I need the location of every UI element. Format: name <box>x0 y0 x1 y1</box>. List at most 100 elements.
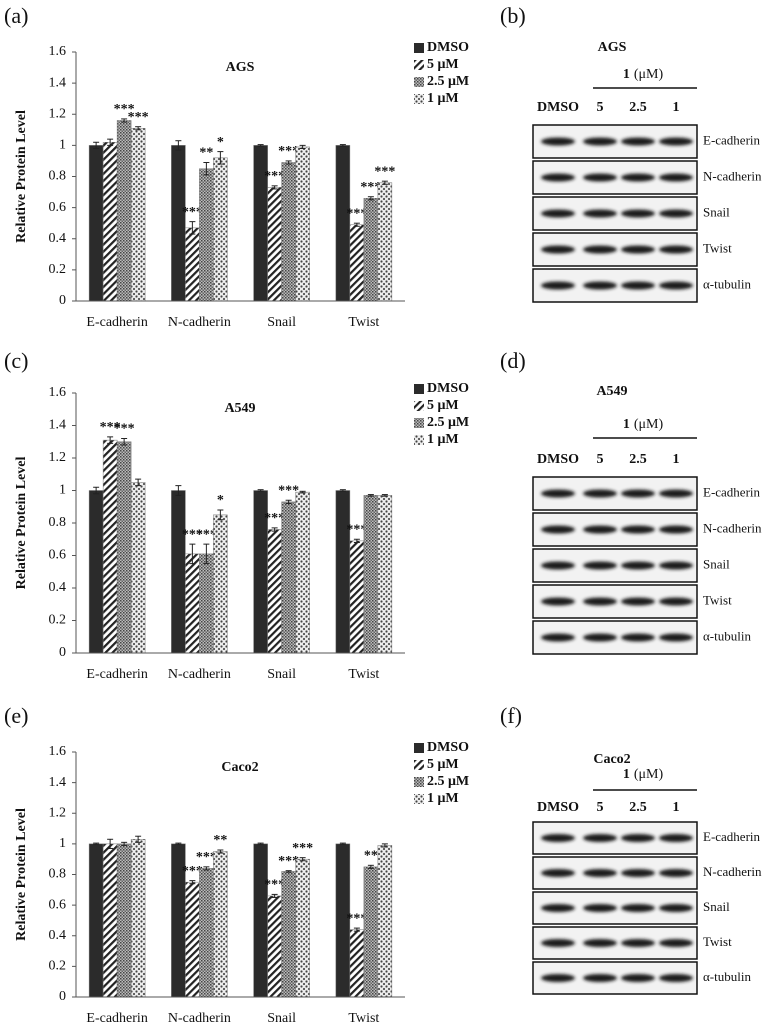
bar <box>185 881 200 998</box>
panel-label: (f) <box>500 703 522 728</box>
bar <box>185 553 200 654</box>
lane-label: 1 <box>673 800 680 815</box>
y-tick-label: 1.2 <box>49 805 67 820</box>
y-tick-label: 0.2 <box>49 613 67 628</box>
treatment-header: 1 (μM) <box>623 67 664 82</box>
lane-label: DMSO <box>537 100 579 115</box>
bar <box>130 482 146 654</box>
error-bar <box>203 161 210 176</box>
lane-label: DMSO <box>537 800 579 815</box>
bar <box>349 224 365 302</box>
bar <box>349 929 365 998</box>
error-bar <box>189 221 196 235</box>
legend-label: 5 μM <box>427 57 459 72</box>
protein-band <box>541 904 575 912</box>
error-bar <box>175 140 182 151</box>
bar <box>377 495 393 654</box>
significance-label: ** <box>213 833 227 848</box>
significance-label: *** <box>360 180 381 195</box>
bar <box>171 145 186 302</box>
y-tick-label: 0.8 <box>49 169 67 184</box>
error-bar <box>217 849 224 854</box>
error-bar <box>339 842 346 846</box>
legend-label: 2.5 μM <box>427 774 469 789</box>
error-bar <box>257 144 264 147</box>
significance-label: *** <box>346 522 367 537</box>
bar <box>349 540 365 654</box>
protein-band <box>659 597 693 606</box>
error-bar <box>107 838 114 849</box>
bar <box>130 839 146 998</box>
y-tick-label: 0.6 <box>49 200 67 215</box>
protein-band <box>583 561 617 570</box>
bar <box>116 843 132 998</box>
significance-label: *** <box>264 878 285 893</box>
protein-band <box>583 209 617 218</box>
protein-band <box>583 245 617 254</box>
error-bar <box>285 499 292 504</box>
significance-label: *** <box>128 110 149 125</box>
error-bar <box>107 138 114 146</box>
bar <box>377 182 393 302</box>
error-bar <box>381 843 388 848</box>
y-tick-label: 1.2 <box>49 450 67 465</box>
y-tick-label: 1.4 <box>49 418 67 433</box>
significance-label: *** <box>100 420 121 435</box>
protein-band <box>659 245 693 254</box>
protein-label: α-tubulin <box>703 276 751 291</box>
x-tick-label: E-cadherin <box>86 315 147 330</box>
protein-band <box>621 245 655 254</box>
bar <box>335 490 351 654</box>
y-tick-label: 0 <box>59 645 66 660</box>
compound-label: 1 <box>623 67 630 82</box>
legend-swatch <box>414 760 424 770</box>
significance-label: ** <box>364 849 378 864</box>
protein-band <box>583 137 617 146</box>
legend-swatch <box>414 401 424 411</box>
significance-label: *** <box>292 841 313 856</box>
error-bar <box>299 857 306 862</box>
x-tick-label: N-cadherin <box>168 1011 231 1022</box>
legend-label: 1 μM <box>427 91 459 106</box>
y-axis-label: Relative Protein Level <box>14 110 29 243</box>
significance-label: *** <box>182 205 203 220</box>
protein-label: E-cadherin <box>703 484 761 499</box>
protein-band <box>541 525 575 534</box>
significance-label: *** <box>182 527 203 542</box>
y-tick-label: 0.8 <box>49 867 67 882</box>
significance-label: *** <box>374 164 395 179</box>
bar <box>102 439 118 654</box>
legend-label: DMSO <box>427 740 469 755</box>
legend-swatch <box>414 94 424 104</box>
panel-label: (a) <box>4 3 28 28</box>
protein-band <box>621 137 655 146</box>
bar <box>185 227 200 302</box>
x-tick-label: Twist <box>348 315 379 330</box>
x-tick-label: E-cadherin <box>86 1011 147 1022</box>
protein-band <box>621 974 655 982</box>
protein-band <box>583 173 617 182</box>
bar <box>335 145 351 302</box>
protein-band <box>583 597 617 606</box>
error-bar <box>271 185 278 190</box>
protein-band <box>659 489 693 498</box>
protein-band <box>541 489 575 498</box>
protein-band <box>541 173 575 182</box>
y-tick-label: 1 <box>59 138 66 153</box>
y-tick-label: 0.6 <box>49 548 67 563</box>
y-tick-label: 1.6 <box>49 744 67 759</box>
bar <box>213 851 228 998</box>
error-bar <box>135 126 142 131</box>
error-bar <box>189 880 196 885</box>
protein-band <box>621 633 655 642</box>
protein-band <box>659 904 693 912</box>
bar <box>199 553 214 654</box>
bar <box>253 843 268 998</box>
error-bar <box>121 438 128 446</box>
blot-title: Caco2 <box>593 752 630 767</box>
significance-label: *** <box>278 483 299 498</box>
protein-band <box>583 939 617 947</box>
significance-label: ** <box>199 146 213 161</box>
panel-label: (d) <box>500 348 526 373</box>
x-tick-label: Snail <box>267 667 296 682</box>
